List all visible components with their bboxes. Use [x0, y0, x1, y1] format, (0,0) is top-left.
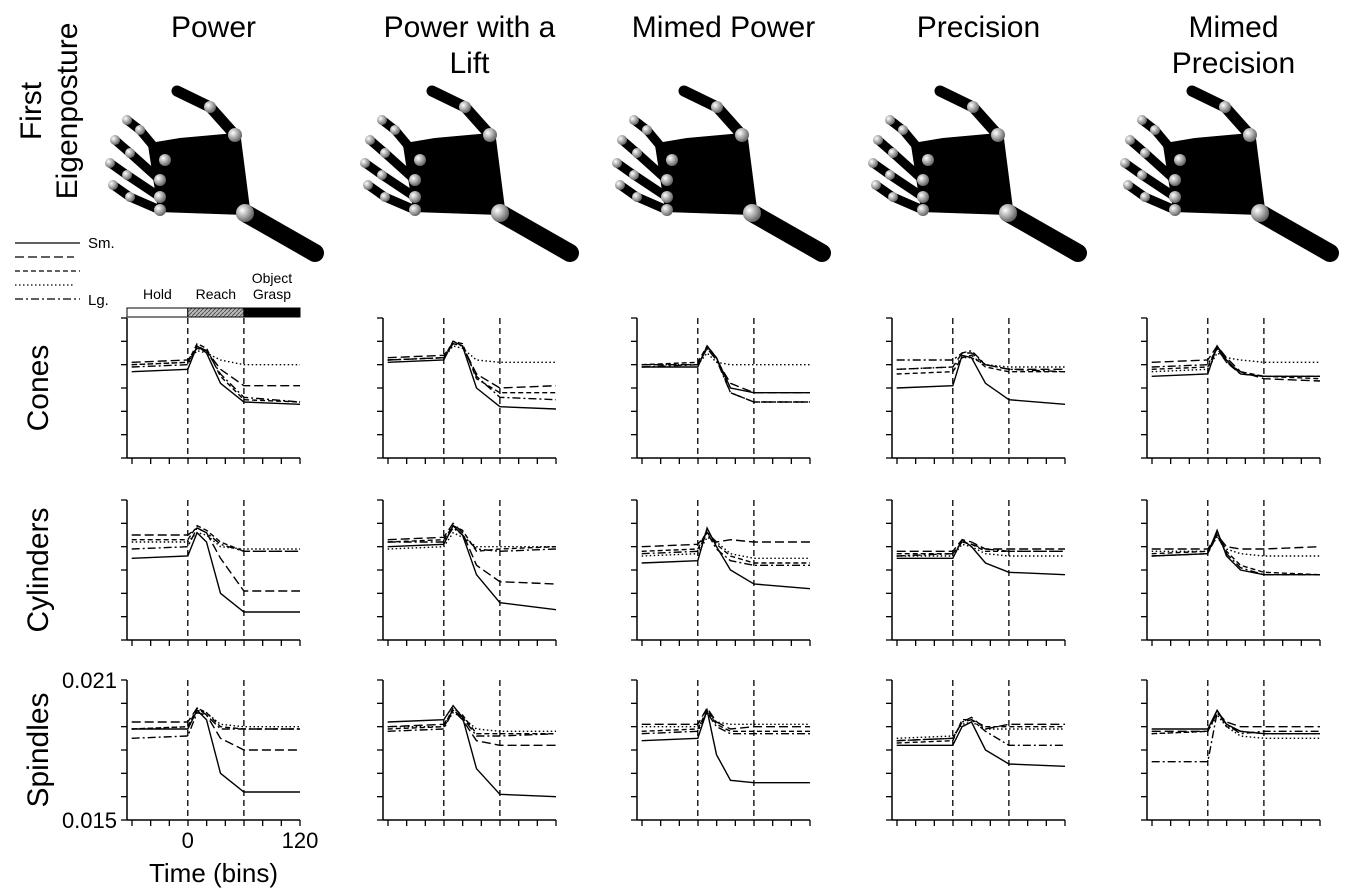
column-title: Power [114, 10, 314, 46]
row-label: Spindles [22, 692, 55, 807]
hand-image [105, 91, 315, 253]
data-line [897, 540, 1065, 575]
data-line [642, 713, 810, 727]
hand-image [360, 91, 570, 253]
data-line [1152, 533, 1320, 575]
data-line [132, 710, 300, 792]
column-title: Mimed Power [624, 10, 824, 46]
column-title: Mimed Precision [1134, 10, 1334, 82]
data-line [388, 710, 556, 736]
hand-image [868, 91, 1078, 253]
data-line [132, 713, 300, 739]
row-label: Cylinders [22, 507, 55, 632]
data-line [388, 706, 556, 797]
data-line [132, 526, 300, 552]
legend-label: Lg. [88, 292, 109, 309]
x-tick-label: 0 [182, 828, 194, 853]
data-line [1152, 346, 1320, 376]
phase-bar [127, 308, 188, 317]
legend-label: Sm. [88, 235, 115, 252]
row-label: Cones [22, 345, 55, 432]
column-title: Precision [879, 10, 1079, 46]
column-title: Power with a Lift [370, 10, 570, 82]
data-line [642, 710, 810, 782]
phase-label: Hold [125, 286, 190, 302]
data-line [642, 528, 810, 589]
hand-image [1120, 91, 1330, 253]
data-line [132, 708, 300, 729]
data-line [642, 533, 810, 547]
data-line [388, 344, 556, 400]
data-line [132, 533, 300, 612]
data-line [388, 523, 556, 584]
data-line [642, 346, 810, 402]
data-line [642, 348, 810, 392]
figure: Sm. Lg. Cones Cylinders 0 120 0.015 0.021 Spindl… [0, 0, 1351, 894]
x-tick-label: 120 [282, 828, 319, 853]
phase-label: Reach [186, 286, 246, 302]
data-line [642, 346, 810, 393]
data-line [642, 710, 810, 731]
data-line [132, 528, 300, 591]
data-line [388, 346, 556, 362]
data-line [388, 526, 556, 610]
phase-bar [188, 308, 244, 317]
y-tick-label: 0.015 [62, 808, 117, 833]
y-tick-label: 0.021 [62, 668, 117, 693]
eigen-label: First Eigenposture [14, 0, 86, 226]
data-line [388, 341, 556, 392]
x-axis-label: Time (bins) [149, 858, 278, 888]
hand-image [612, 91, 822, 253]
data-line [642, 708, 810, 729]
data-line [642, 530, 810, 563]
page: Sm. Lg. Cones Cylinders 0 120 0.015 0.021 Spindl… [0, 0, 1351, 894]
phase-bar [244, 308, 300, 317]
phase-label: Object Grasp [242, 270, 302, 302]
data-line [1152, 713, 1320, 762]
data-line [897, 722, 1065, 766]
data-line [1152, 348, 1320, 378]
data-line [132, 346, 300, 404]
data-line [897, 358, 1065, 370]
data-line [1152, 535, 1320, 549]
data-line [132, 710, 300, 729]
data-line [1152, 348, 1320, 376]
